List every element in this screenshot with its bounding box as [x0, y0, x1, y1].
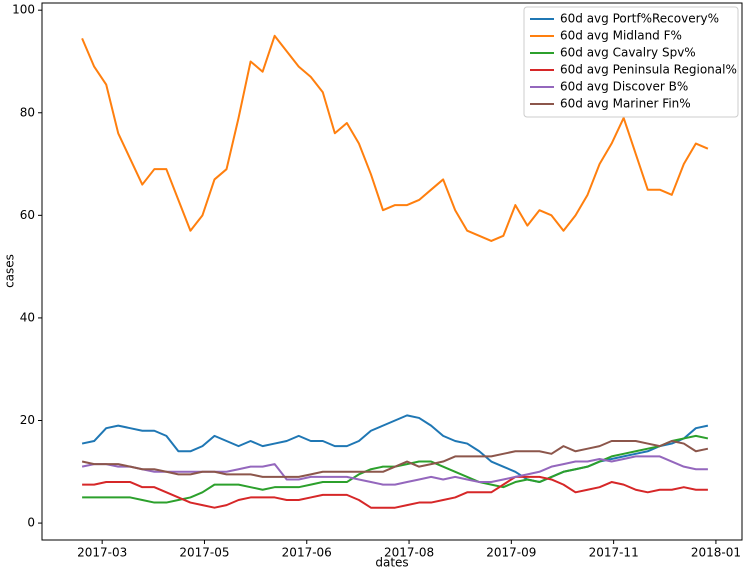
- series-line: [81, 34, 709, 242]
- legend-label: 60d avg Mariner Fin%: [560, 97, 691, 111]
- series-line: [82, 434, 709, 504]
- legend-label: 60d avg Midland F%: [560, 29, 682, 43]
- y-tick-label: 0: [27, 516, 35, 530]
- x-axis-label: dates: [375, 556, 408, 570]
- y-tick-label: 80: [20, 105, 35, 119]
- x-tick-label: 2017-08: [384, 546, 434, 560]
- y-tick-label: 60: [20, 208, 35, 222]
- y-axis-label: cases: [3, 254, 17, 288]
- x-tick-label: 2017-11: [589, 546, 639, 560]
- y-tick-label: 100: [12, 3, 35, 17]
- y-tick-label: 40: [20, 310, 35, 324]
- x-tick-label: 2017-03: [77, 546, 127, 560]
- x-tick-label: 2018-01: [691, 546, 741, 560]
- series-line: [81, 455, 708, 486]
- legend: 60d avg Portf%Recovery% 60d avg Midland F…: [523, 6, 739, 118]
- legend-label: 60d avg Portf%Recovery%: [560, 12, 719, 26]
- y-tick-label: 20: [20, 413, 35, 427]
- x-tick-label: 2017-06: [282, 546, 332, 560]
- x-tick-label: 2017-05: [179, 546, 229, 560]
- series-line: [82, 475, 708, 509]
- series-line: [81, 440, 709, 478]
- x-tick-label: 2017-09: [486, 546, 536, 560]
- legend-box: [523, 6, 739, 118]
- legend-label: 60d avg Discover B%: [560, 80, 688, 94]
- legend-label: 60d avg Peninsula Regional%: [560, 63, 737, 77]
- legend-label: 60d avg Cavalry Spv%: [560, 46, 696, 60]
- plot-frame: [41, 2, 743, 541]
